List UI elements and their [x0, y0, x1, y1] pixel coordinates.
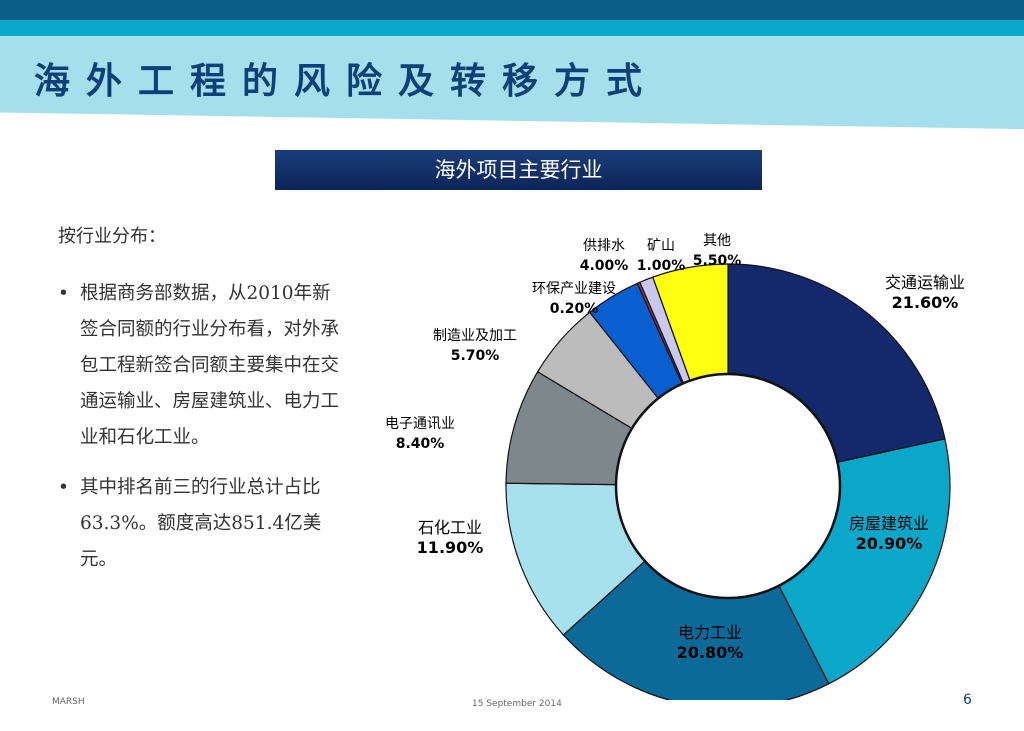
category-label: 石化工业: [418, 518, 482, 537]
value-label: 21.60%: [892, 293, 959, 312]
value-label: 5.70%: [451, 348, 500, 364]
value-label: 8.40%: [396, 436, 445, 452]
category-label: 矿山: [647, 238, 675, 254]
category-label: 环保产业建设: [532, 281, 616, 297]
accent-band: [0, 20, 1024, 36]
value-label: 20.80%: [677, 643, 744, 662]
subtitle: 按行业分布：: [58, 226, 166, 247]
category-label: 房屋建筑业: [849, 514, 929, 533]
title-band: [0, 36, 1024, 130]
bullet-text: 其中排名前三的行业总计占比63.3%。额度高达851.4亿美元。: [80, 477, 322, 570]
section-header: 海外项目主要行业: [275, 150, 762, 190]
value-label: 1.00%: [637, 258, 686, 274]
value-label: 20.90%: [856, 534, 923, 553]
bullet-dot: •: [58, 283, 69, 304]
donut-hole: [614, 372, 842, 600]
bullet-text: 根据商务部数据，从2010年新签合同额的行业分布看，对外承包工程新签合同额主要集…: [80, 283, 340, 448]
bullet-item: • 根据商务部数据，从2010年新签合同额的行业分布看，对外承包工程新签合同额主…: [58, 276, 348, 456]
category-label: 供排水: [583, 238, 625, 254]
bullet-dot: •: [58, 477, 69, 498]
page-number: 6: [963, 692, 972, 708]
category-label: 电力工业: [678, 623, 742, 642]
value-label: 4.00%: [580, 258, 629, 274]
category-label: 其他: [703, 233, 731, 249]
value-label: 5.50%: [693, 253, 742, 269]
value-label: 11.90%: [417, 538, 484, 557]
category-label: 电子通讯业: [385, 416, 455, 432]
value-label: 0.20%: [550, 301, 599, 317]
page-title: 海外工程的风险及转移方式: [34, 60, 659, 102]
category-label: 交通运输业: [885, 273, 965, 292]
text-panel: 按行业分布： • 根据商务部数据，从2010年新签合同额的行业分布看，对外承包工…: [58, 222, 348, 592]
bullet-item: • 其中排名前三的行业总计占比63.3%。额度高达851.4亿美元。: [58, 470, 348, 578]
footer-brand: MARSH: [52, 697, 85, 707]
footer-date: 15 September 2014: [472, 699, 562, 709]
top-band: [0, 0, 1024, 20]
category-label: 制造业及加工: [433, 328, 517, 344]
